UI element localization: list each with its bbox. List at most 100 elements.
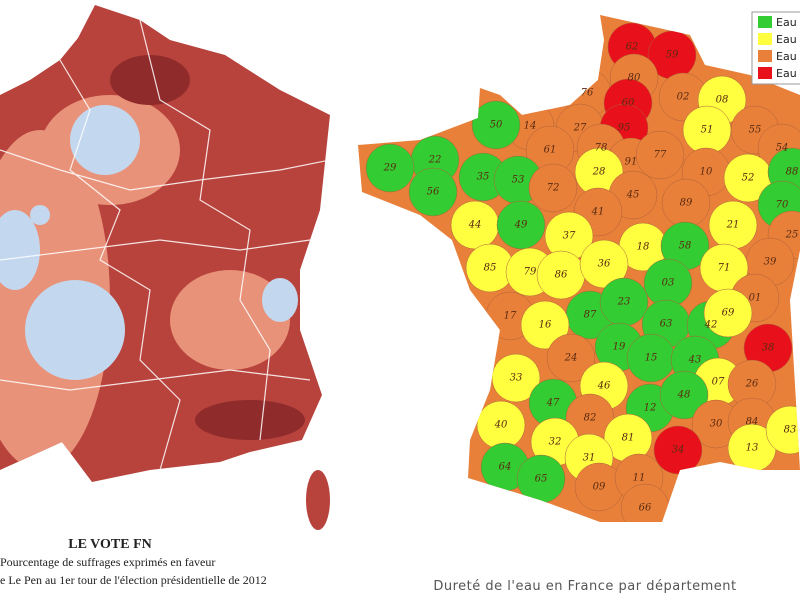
department-label: 62: [626, 42, 639, 53]
department: [703, 288, 753, 338]
department-label: 26: [745, 379, 759, 390]
department-label: 80: [628, 73, 641, 84]
department-label: 21: [726, 220, 740, 231]
department-label: 08: [716, 95, 729, 106]
legend-label: Eau: [776, 16, 797, 29]
department-label: 23: [617, 297, 631, 308]
legend-swatch: [758, 33, 772, 45]
department: [765, 405, 800, 455]
department-label: 88: [786, 167, 799, 178]
department-label: 37: [563, 231, 576, 242]
department-label: 49: [514, 220, 528, 231]
department-label: 85: [484, 263, 497, 274]
department-label: 34: [672, 445, 685, 456]
department-label: 17: [504, 311, 517, 322]
department-label: 87: [584, 310, 597, 321]
department-label: 25: [785, 230, 799, 241]
department-label: 40: [494, 420, 508, 431]
department: [471, 100, 521, 150]
department-label: 41: [591, 207, 605, 218]
department-label: 59: [666, 50, 679, 61]
department-label: 76: [581, 88, 594, 99]
department: [520, 300, 570, 350]
department-label: 27: [573, 123, 587, 134]
department-label: 03: [662, 278, 675, 289]
department-label: 60: [622, 98, 635, 109]
department-label: 64: [499, 462, 512, 473]
department-label: 78: [595, 143, 608, 154]
caption: Pourcentage de suffrages exprimés en fav…: [0, 555, 215, 569]
department-label: 29: [383, 163, 397, 174]
department-label: 70: [776, 200, 789, 211]
department-label: 31: [583, 453, 596, 464]
department-label: 84: [746, 417, 759, 428]
department-label: 47: [546, 398, 560, 409]
department-label: 54: [776, 143, 789, 154]
department-label: 61: [544, 145, 557, 156]
department-label: 30: [710, 419, 723, 430]
department-label: 48: [677, 390, 691, 401]
department: [579, 239, 629, 289]
department-label: 86: [555, 270, 568, 281]
department-label: 18: [637, 242, 650, 253]
department-label: 81: [622, 433, 635, 444]
department-label: 35: [477, 172, 490, 183]
department-label: 66: [639, 503, 652, 514]
department-label: 44: [468, 220, 482, 231]
department-label: 11: [633, 473, 646, 484]
department-label: 16: [539, 320, 552, 331]
vote-map: LE VOTE FN Pourcentage de suffrages expr…: [0, 5, 330, 587]
department-label: 83: [784, 425, 797, 436]
legend-swatch: [758, 16, 772, 28]
department: [408, 167, 458, 217]
department-label: 63: [660, 319, 673, 330]
department-label: 28: [592, 167, 606, 178]
department-label: 77: [654, 150, 667, 161]
department: [653, 425, 703, 475]
department: [546, 333, 596, 383]
department-label: 19: [613, 342, 626, 353]
department-label: 22: [428, 155, 442, 166]
department-label: 07: [712, 377, 725, 388]
department-label: 02: [677, 92, 690, 103]
department-label: 56: [427, 187, 440, 198]
department-label: 51: [701, 125, 714, 136]
department-label: 39: [764, 257, 777, 268]
department-label: 42: [704, 320, 718, 331]
legend-swatch: [758, 50, 772, 62]
department-label: 91: [625, 157, 638, 168]
caption: Dureté de l'eau en France par départemen…: [433, 579, 736, 594]
department-label: 55: [749, 125, 762, 136]
map-title: LE VOTE FN: [68, 537, 151, 552]
department: [635, 130, 685, 180]
department-label: 46: [597, 381, 611, 392]
legend-swatch: [758, 67, 772, 79]
department-label: 32: [549, 437, 562, 448]
department-label: 12: [644, 403, 657, 414]
department-label: 09: [593, 482, 606, 493]
department-label: 38: [762, 343, 775, 354]
department-label: 71: [718, 263, 731, 274]
department-label: 79: [524, 267, 537, 278]
department-label: 95: [618, 123, 631, 134]
department-label: 36: [598, 259, 611, 270]
department-label: 01: [749, 293, 762, 304]
department-label: 65: [535, 474, 548, 485]
department: [659, 370, 709, 420]
legend-label: Eau: [776, 67, 797, 80]
department-label: 43: [688, 355, 702, 366]
department: [491, 353, 541, 403]
department: [365, 143, 415, 193]
department-label: 72: [547, 183, 560, 194]
department-label: 58: [679, 241, 692, 252]
department-label: 82: [584, 413, 597, 424]
department-label: 52: [742, 173, 755, 184]
department-label: 33: [510, 373, 523, 384]
legend-label: Eau: [776, 50, 797, 63]
department-label: 15: [645, 353, 658, 364]
department-label: 89: [680, 198, 693, 209]
department: [528, 163, 578, 213]
department-label: 24: [564, 353, 578, 364]
department-label: 10: [700, 167, 713, 178]
